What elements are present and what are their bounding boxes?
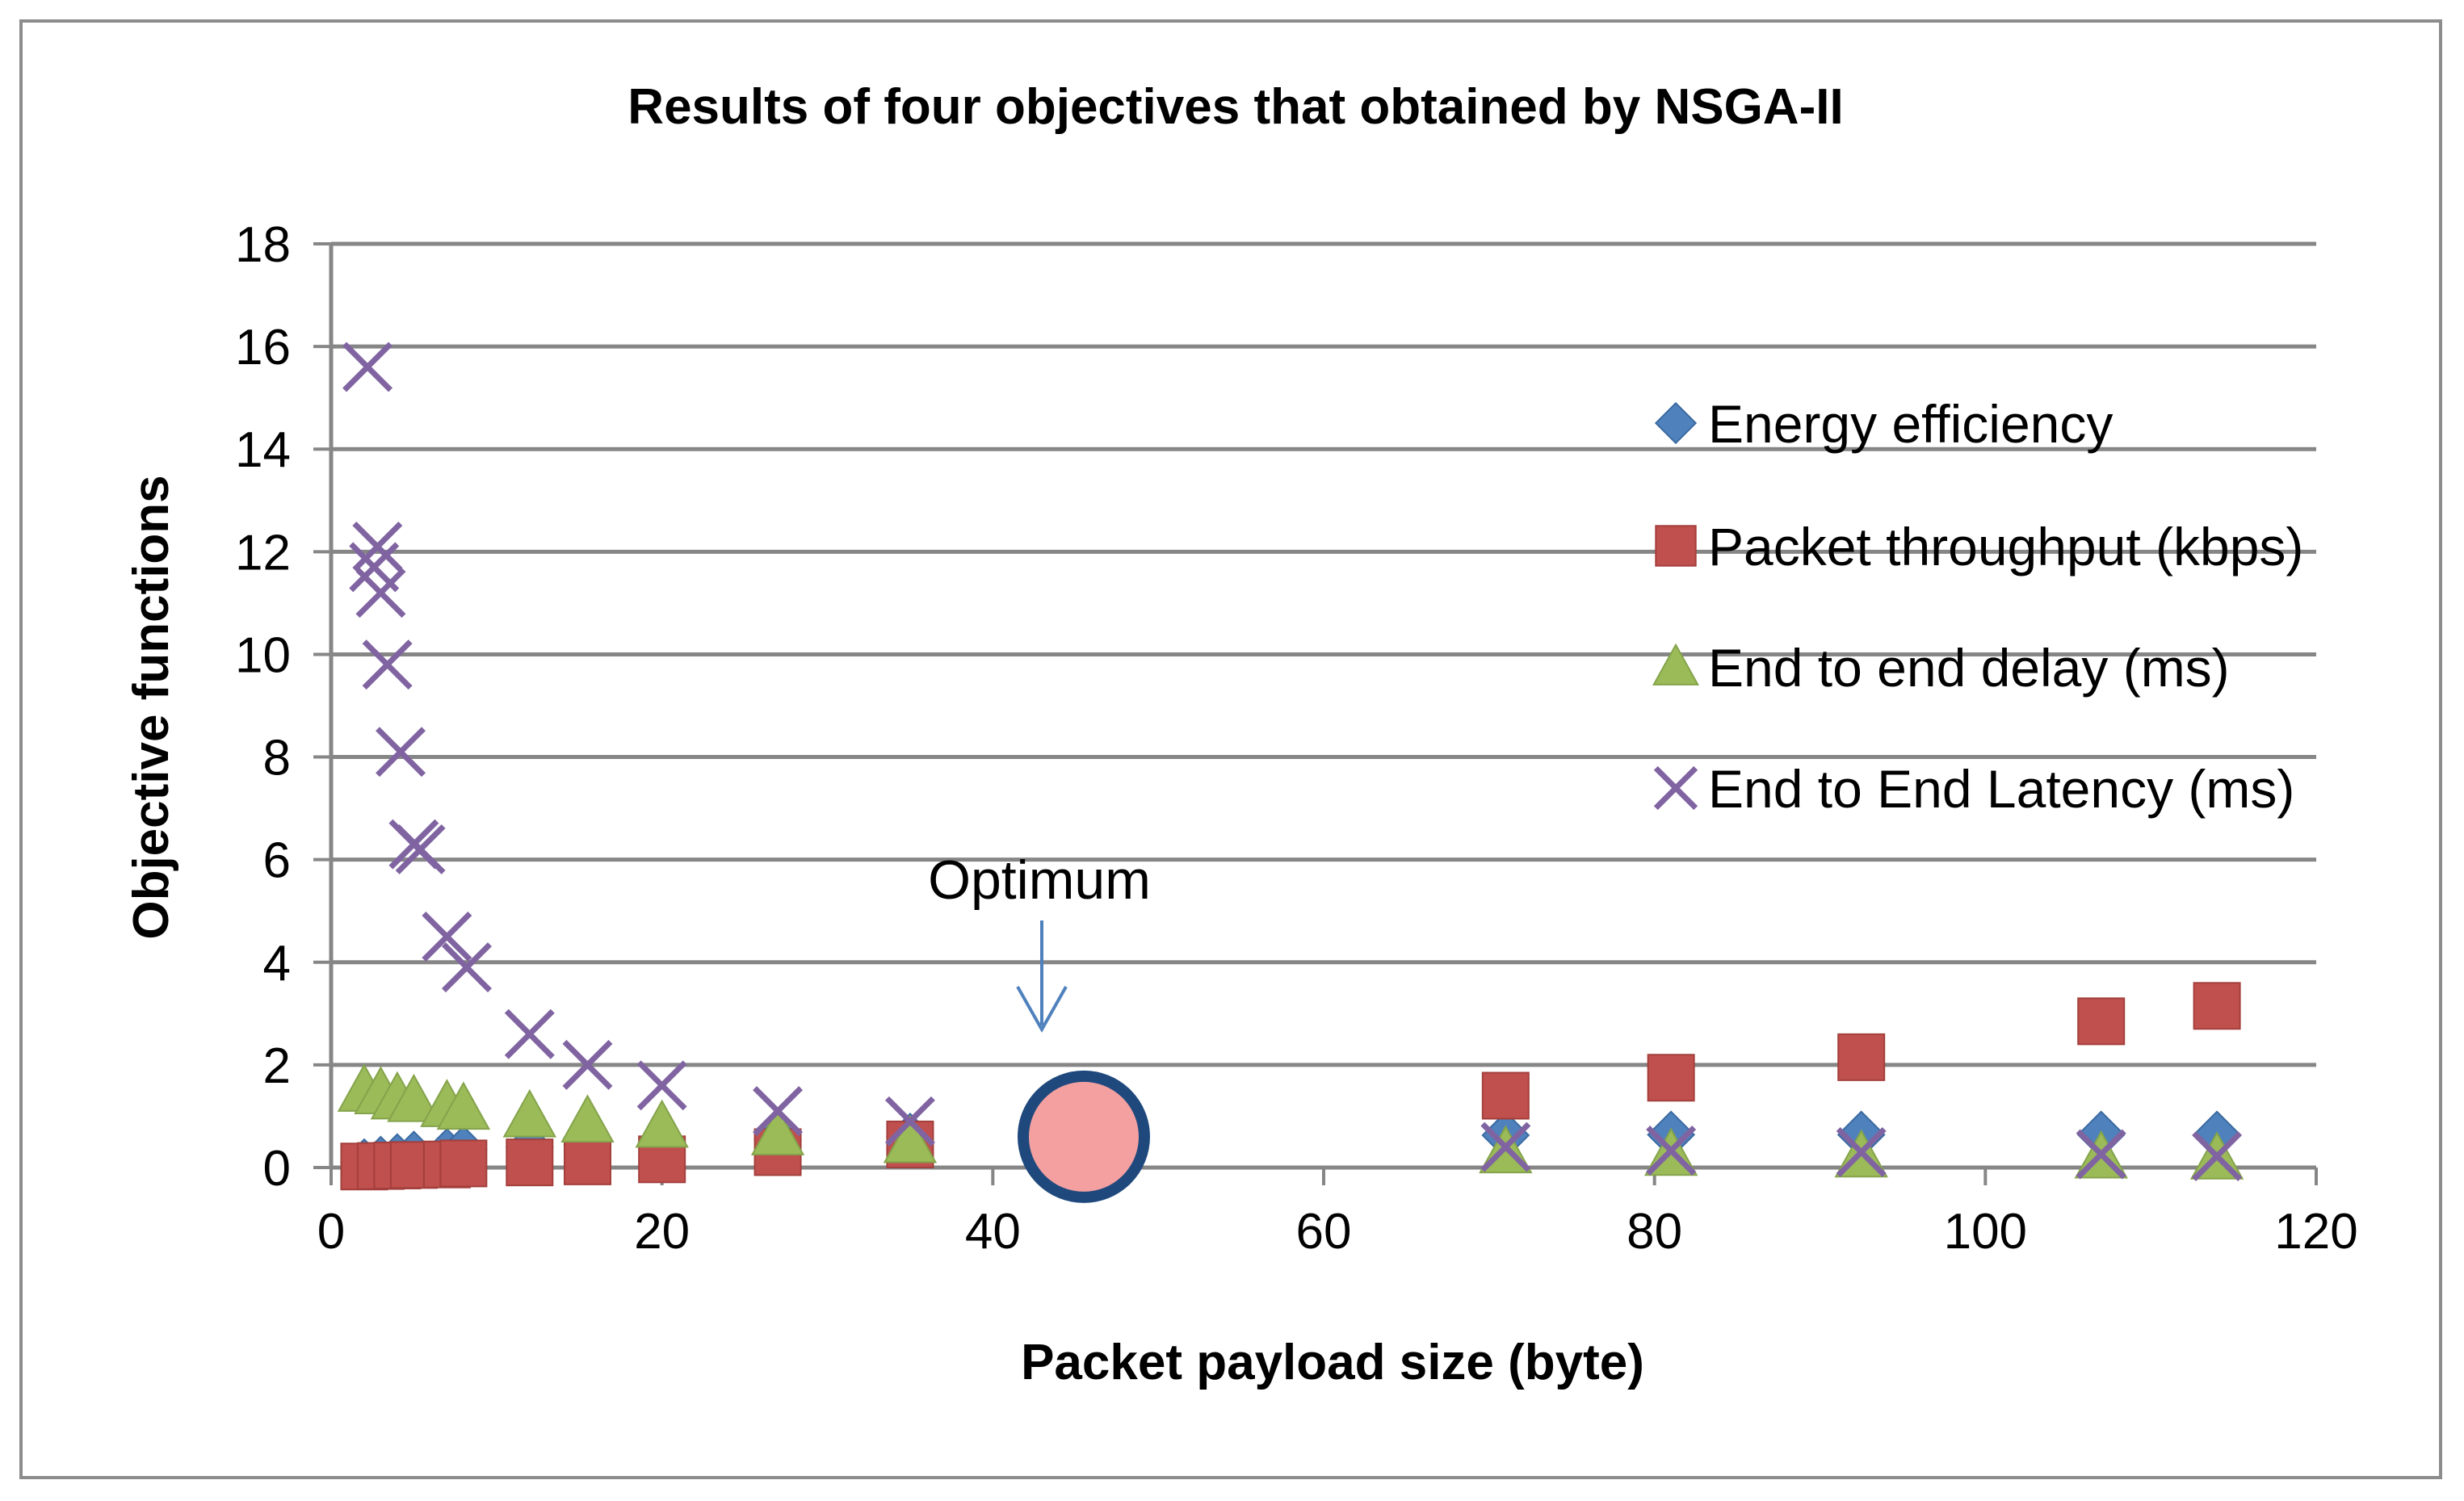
x-mark-stroke xyxy=(441,942,492,993)
point-end-to-end-delay xyxy=(750,1107,805,1155)
x-tick-label: 60 xyxy=(1296,1204,1352,1260)
chart-frame xyxy=(19,19,2442,1479)
point-end-to-end-latency xyxy=(884,1096,935,1147)
x-mark-stroke xyxy=(562,1039,613,1090)
point-end-to-end-delay xyxy=(635,1099,689,1148)
x-mark-stroke xyxy=(1653,765,1698,811)
point-packet-throughput xyxy=(1837,1033,1886,1081)
y-tick-label: 18 xyxy=(235,217,291,273)
gridlines xyxy=(331,241,2316,1067)
x-mark-stroke xyxy=(422,912,472,962)
y-tick-label: 12 xyxy=(235,525,291,581)
x-mark-stroke xyxy=(1480,1122,1531,1172)
optimum-annotation: Optimum xyxy=(928,849,1151,1203)
y-axis-title: Objective functions xyxy=(124,475,179,939)
legend-marker-end-to-end-delay xyxy=(1652,643,1699,686)
point-end-to-end-latency xyxy=(636,1060,687,1111)
y-tick-label: 6 xyxy=(263,833,291,889)
x-tick-label: 20 xyxy=(634,1204,690,1260)
point-end-to-end-latency xyxy=(562,1039,613,1090)
point-end-to-end-latency xyxy=(1646,1126,1697,1176)
point-packet-throughput xyxy=(1481,1071,1530,1120)
y-tick-label: 16 xyxy=(235,320,291,375)
legend-marker-packet-throughput xyxy=(1655,525,1697,567)
x-mark-stroke xyxy=(753,1086,804,1137)
point-end-to-end-delay xyxy=(560,1094,615,1143)
point-end-to-end-latency xyxy=(504,1008,555,1059)
y-tick-label: 8 xyxy=(263,731,291,786)
series-end-to-end-delay xyxy=(337,1063,2244,1180)
x-mark-stroke xyxy=(349,542,400,593)
legend: Energy efficiency Packet throughput (kbps… xyxy=(1652,394,2303,819)
chart-title: Results of four objectives that obtained… xyxy=(628,79,1843,135)
point-end-to-end-latency xyxy=(355,568,406,618)
y-tick-label: 4 xyxy=(263,936,291,992)
x-mark-stroke xyxy=(636,1060,687,1111)
x-tick-label: 40 xyxy=(965,1204,1021,1260)
y-tick-label: 0 xyxy=(263,1141,291,1197)
point-packet-throughput xyxy=(439,1139,488,1188)
axes: 0 2 4 6 8 10 12 14 16 18 0 20 40 60 80 100 120 xyxy=(235,217,2358,1260)
optimum-arrow-head xyxy=(1016,986,1068,1034)
x-tick-label: 100 xyxy=(1944,1204,2027,1260)
point-end-to-end-delay xyxy=(883,1114,938,1163)
legend-item-energy-efficiency: Energy efficiency xyxy=(1654,394,2113,454)
x-mark-stroke xyxy=(342,342,393,392)
point-end-to-end-latency xyxy=(342,342,393,392)
x-tick-label: 80 xyxy=(1627,1204,1682,1260)
x-mark-stroke xyxy=(884,1096,935,1147)
x-mark-stroke xyxy=(352,522,403,572)
point-end-to-end-latency xyxy=(2192,1131,2243,1181)
point-packet-throughput xyxy=(2193,982,2241,1030)
x-mark-stroke xyxy=(504,1008,555,1059)
x-mark-stroke xyxy=(355,568,406,618)
series-energy-efficiency xyxy=(340,1110,2242,1187)
optimum-circle xyxy=(1017,1070,1150,1203)
point-packet-throughput xyxy=(506,1138,554,1187)
x-mark-stroke xyxy=(1836,1126,1887,1177)
point-end-to-end-latency xyxy=(422,912,472,962)
point-end-to-end-latency xyxy=(395,824,446,874)
legend-marker-energy-efficiency xyxy=(1654,401,1698,445)
point-end-to-end-latency xyxy=(376,727,426,778)
point-end-to-end-latency xyxy=(753,1086,804,1137)
point-end-to-end-latency xyxy=(1480,1122,1531,1172)
y-tick-label: 10 xyxy=(235,627,291,683)
point-packet-throughput xyxy=(2077,997,2126,1046)
x-mark-stroke xyxy=(1646,1126,1697,1176)
series-end-to-end-latency xyxy=(342,342,2243,1181)
point-end-to-end-latency xyxy=(352,522,403,572)
point-packet-throughput xyxy=(1647,1054,1695,1102)
y-tick-label: 2 xyxy=(263,1038,291,1094)
point-packet-throughput xyxy=(563,1137,611,1185)
legend-label-energy-efficiency: Energy efficiency xyxy=(1708,394,2113,454)
optimum-label: Optimum xyxy=(928,849,1151,911)
point-end-to-end-latency xyxy=(362,639,413,690)
point-end-to-end-latency xyxy=(2076,1129,2126,1180)
point-end-to-end-latency xyxy=(441,942,492,993)
series-packet-throughput xyxy=(340,982,2241,1191)
point-end-to-end-delay xyxy=(436,1081,491,1130)
x-mark-stroke xyxy=(376,727,426,778)
legend-item-end-to-end-delay: End to end delay (ms) xyxy=(1652,638,2230,698)
plot-marks xyxy=(337,342,2244,1191)
x-mark-stroke xyxy=(362,639,413,690)
x-mark-stroke xyxy=(2076,1129,2126,1180)
point-end-to-end-latency xyxy=(1836,1126,1887,1177)
point-end-to-end-delay xyxy=(387,1073,441,1122)
legend-item-packet-throughput: Packet throughput (kbps) xyxy=(1655,517,2303,577)
x-mark-stroke xyxy=(2192,1131,2243,1181)
x-mark-stroke xyxy=(395,824,446,874)
legend-item-end-to-end-latency: End to End Latency (ms) xyxy=(1653,759,2294,819)
point-end-to-end-delay xyxy=(502,1088,556,1138)
legend-label-packet-throughput: Packet throughput (kbps) xyxy=(1708,517,2303,577)
x-axis-title: Packet payload size (byte) xyxy=(1021,1335,1644,1390)
legend-label-end-to-end-delay: End to end delay (ms) xyxy=(1708,638,2230,698)
y-tick-label: 14 xyxy=(235,422,291,478)
legend-marker-end-to-end-latency xyxy=(1653,765,1698,811)
x-tick-label: 120 xyxy=(2274,1204,2357,1260)
legend-label-end-to-end-latency: End to End Latency (ms) xyxy=(1708,759,2294,819)
x-tick-label: 0 xyxy=(317,1204,345,1260)
